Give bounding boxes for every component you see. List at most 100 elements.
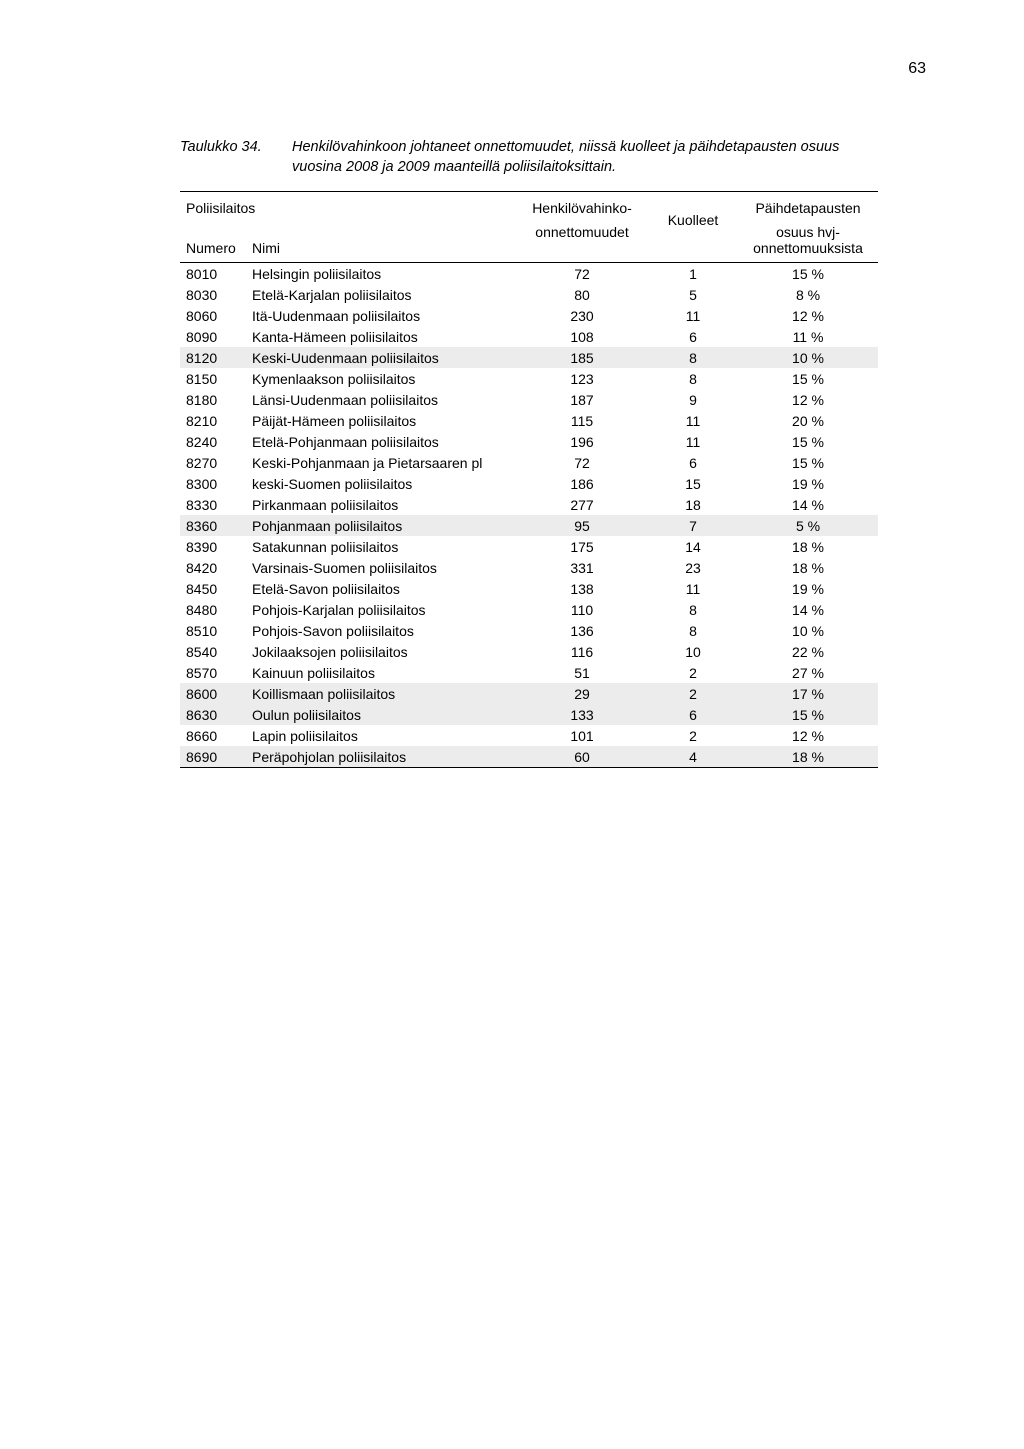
- cell-nimi: Pohjanmaan poliisilaitos: [246, 515, 516, 536]
- table-row: 8330Pirkanmaan poliisilaitos2771814 %: [180, 494, 878, 515]
- cell-kuolleet: 14: [648, 536, 738, 557]
- cell-hvj: 138: [516, 578, 648, 599]
- cell-nimi: Etelä-Savon poliisilaitos: [246, 578, 516, 599]
- cell-numero: 8090: [180, 326, 246, 347]
- cell-kuolleet: 8: [648, 599, 738, 620]
- cell-numero: 8180: [180, 389, 246, 410]
- cell-kuolleet: 11: [648, 431, 738, 452]
- cell-numero: 8300: [180, 473, 246, 494]
- table-row: 8510Pohjois-Savon poliisilaitos136810 %: [180, 620, 878, 641]
- cell-nimi: Varsinais-Suomen poliisilaitos: [246, 557, 516, 578]
- cell-nimi: keski-Suomen poliisilaitos: [246, 473, 516, 494]
- table-row: 8120Keski-Uudenmaan poliisilaitos185810 …: [180, 347, 878, 368]
- cell-nimi: Helsingin poliisilaitos: [246, 263, 516, 285]
- cell-nimi: Kanta-Hämeen poliisilaitos: [246, 326, 516, 347]
- cell-hvj: 136: [516, 620, 648, 641]
- cell-nimi: Kainuun poliisilaitos: [246, 662, 516, 683]
- table-row: 8360Pohjanmaan poliisilaitos9575 %: [180, 515, 878, 536]
- table-row: 8150Kymenlaakson poliisilaitos123815 %: [180, 368, 878, 389]
- cell-hvj: 101: [516, 725, 648, 746]
- cell-hvj: 72: [516, 452, 648, 473]
- cell-kuolleet: 1: [648, 263, 738, 285]
- header-paihde-2: osuus hvj-: [738, 216, 878, 240]
- table-row: 8630Oulun poliisilaitos133615 %: [180, 704, 878, 725]
- cell-nimi: Päijät-Hämeen poliisilaitos: [246, 410, 516, 431]
- cell-nimi: Itä-Uudenmaan poliisilaitos: [246, 305, 516, 326]
- cell-kuolleet: 2: [648, 662, 738, 683]
- cell-paihde: 8 %: [738, 284, 878, 305]
- table-row: 8450Etelä-Savon poliisilaitos1381119 %: [180, 578, 878, 599]
- cell-paihde: 15 %: [738, 704, 878, 725]
- cell-nimi: Kymenlaakson poliisilaitos: [246, 368, 516, 389]
- page-number: 63: [908, 60, 926, 78]
- table-row: 8690Peräpohjolan poliisilaitos60418 %: [180, 746, 878, 768]
- content-area: Taulukko 34. Henkilövahinkoon johtaneet …: [180, 138, 878, 768]
- cell-hvj: 115: [516, 410, 648, 431]
- header-hvj-2: onnettomuudet: [516, 216, 648, 240]
- cell-nimi: Pirkanmaan poliisilaitos: [246, 494, 516, 515]
- cell-hvj: 133: [516, 704, 648, 725]
- cell-hvj: 60: [516, 746, 648, 768]
- header-paihde-1: Päihdetapausten: [738, 192, 878, 217]
- table-row: 8570Kainuun poliisilaitos51227 %: [180, 662, 878, 683]
- cell-kuolleet: 2: [648, 683, 738, 704]
- cell-numero: 8450: [180, 578, 246, 599]
- cell-paihde: 15 %: [738, 368, 878, 389]
- table-row: 8060Itä-Uudenmaan poliisilaitos2301112 %: [180, 305, 878, 326]
- cell-paihde: 19 %: [738, 578, 878, 599]
- cell-numero: 8540: [180, 641, 246, 662]
- cell-kuolleet: 10: [648, 641, 738, 662]
- cell-kuolleet: 6: [648, 326, 738, 347]
- cell-paihde: 18 %: [738, 746, 878, 768]
- table-body: 8010Helsingin poliisilaitos72115 %8030Et…: [180, 263, 878, 768]
- caption-label: Taulukko 34.: [180, 138, 292, 177]
- cell-hvj: 186: [516, 473, 648, 494]
- table-row: 8300keski-Suomen poliisilaitos1861519 %: [180, 473, 878, 494]
- header-paihde-3: onnettomuuksista: [738, 240, 878, 263]
- data-table: Poliisilaitos Henkilövahinko- Kuolleet P…: [180, 191, 878, 768]
- cell-hvj: 80: [516, 284, 648, 305]
- cell-kuolleet: 5: [648, 284, 738, 305]
- cell-nimi: Etelä-Karjalan poliisilaitos: [246, 284, 516, 305]
- cell-hvj: 230: [516, 305, 648, 326]
- header-numero: Numero: [180, 240, 246, 263]
- cell-hvj: 51: [516, 662, 648, 683]
- cell-kuolleet: 18: [648, 494, 738, 515]
- cell-paihde: 12 %: [738, 389, 878, 410]
- cell-numero: 8010: [180, 263, 246, 285]
- cell-paihde: 18 %: [738, 536, 878, 557]
- table-caption: Taulukko 34. Henkilövahinkoon johtaneet …: [180, 138, 878, 177]
- table-row: 8210Päijät-Hämeen poliisilaitos1151120 %: [180, 410, 878, 431]
- cell-nimi: Jokilaaksojen poliisilaitos: [246, 641, 516, 662]
- cell-nimi: Satakunnan poliisilaitos: [246, 536, 516, 557]
- cell-paihde: 15 %: [738, 431, 878, 452]
- cell-numero: 8690: [180, 746, 246, 768]
- table-row: 8270Keski-Pohjanmaan ja Pietarsaaren pl7…: [180, 452, 878, 473]
- cell-hvj: 116: [516, 641, 648, 662]
- table-header: Poliisilaitos Henkilövahinko- Kuolleet P…: [180, 192, 878, 263]
- cell-nimi: Pohjois-Savon poliisilaitos: [246, 620, 516, 641]
- table-row: 8090Kanta-Hämeen poliisilaitos108611 %: [180, 326, 878, 347]
- cell-numero: 8240: [180, 431, 246, 452]
- cell-kuolleet: 8: [648, 368, 738, 389]
- cell-hvj: 110: [516, 599, 648, 620]
- cell-nimi: Keski-Pohjanmaan ja Pietarsaaren pl: [246, 452, 516, 473]
- cell-numero: 8030: [180, 284, 246, 305]
- cell-hvj: 123: [516, 368, 648, 389]
- cell-paihde: 14 %: [738, 494, 878, 515]
- table-row: 8420Varsinais-Suomen poliisilaitos331231…: [180, 557, 878, 578]
- cell-numero: 8420: [180, 557, 246, 578]
- cell-kuolleet: 23: [648, 557, 738, 578]
- cell-hvj: 187: [516, 389, 648, 410]
- cell-kuolleet: 6: [648, 704, 738, 725]
- cell-paihde: 27 %: [738, 662, 878, 683]
- cell-hvj: 72: [516, 263, 648, 285]
- cell-nimi: Peräpohjolan poliisilaitos: [246, 746, 516, 768]
- cell-numero: 8480: [180, 599, 246, 620]
- table-row: 8480Pohjois-Karjalan poliisilaitos110814…: [180, 599, 878, 620]
- cell-paihde: 5 %: [738, 515, 878, 536]
- cell-numero: 8660: [180, 725, 246, 746]
- cell-paihde: 22 %: [738, 641, 878, 662]
- cell-nimi: Oulun poliisilaitos: [246, 704, 516, 725]
- cell-numero: 8330: [180, 494, 246, 515]
